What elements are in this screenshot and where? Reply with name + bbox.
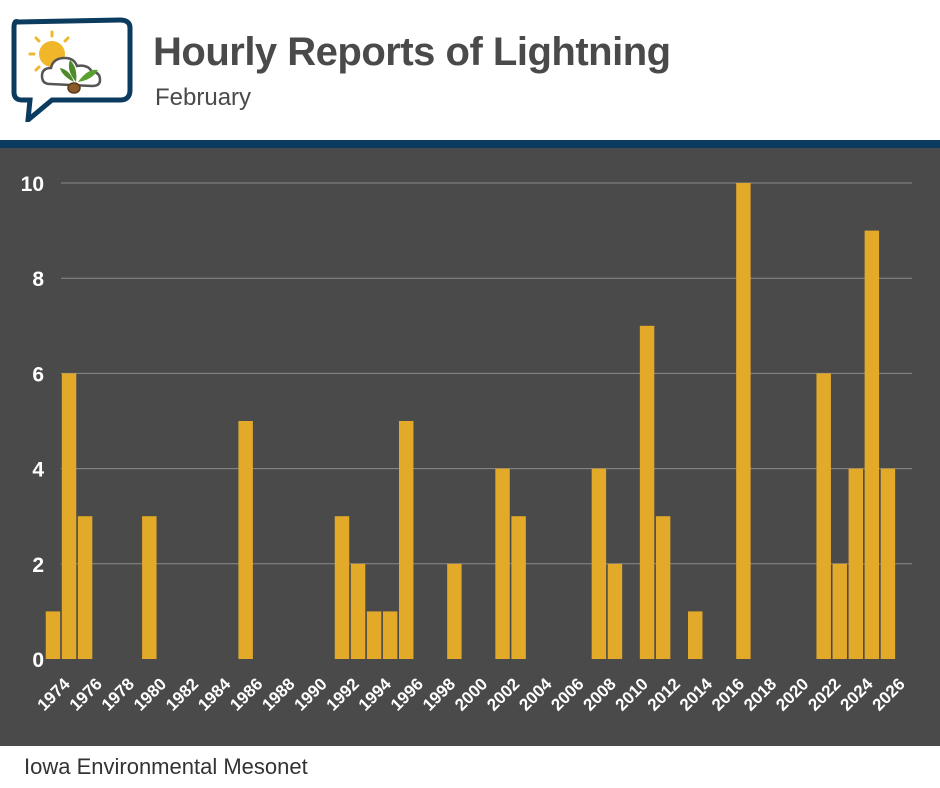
plot-area: 0 2 4 6 8 10 1974 1976 1978 1980 1982 1984 1986 1988 1… (0, 148, 940, 746)
bar (334, 516, 350, 659)
bar (880, 468, 896, 659)
header: Hourly Reports of Lightning February (0, 0, 940, 140)
x-tick-label: 1998 (419, 674, 459, 714)
bar (848, 468, 864, 659)
y-tick-label: 10 (21, 173, 44, 196)
bar (736, 183, 751, 659)
x-tick-label: 2002 (483, 674, 523, 714)
x-tick-label: 2010 (612, 674, 652, 714)
x-tick-label: 2018 (740, 674, 780, 714)
x-tick-label: 1992 (323, 674, 363, 714)
x-tick-label: 2008 (580, 674, 620, 714)
x-tick-label: 1976 (66, 674, 106, 714)
x-tick-label: 2000 (451, 674, 491, 714)
bar (511, 516, 526, 659)
x-tick-label: 1978 (98, 674, 138, 714)
x-tick-label: 2012 (644, 674, 684, 714)
chart-title: Hourly Reports of Lightning (153, 30, 671, 74)
x-tick-label: 2026 (869, 674, 909, 714)
bar (832, 563, 847, 659)
chart-subtitle: February (155, 84, 252, 111)
x-tick-label: 2020 (772, 674, 812, 714)
x-tick-label: 2016 (708, 674, 748, 714)
x-tick-label: 1974 (34, 674, 75, 715)
bar (655, 516, 671, 659)
footer-credit: Iowa Environmental Mesonet (24, 754, 308, 779)
bar (77, 516, 93, 659)
y-tick-label: 0 (32, 649, 44, 672)
x-tick-label: 1990 (291, 674, 331, 714)
bar (816, 373, 831, 659)
bar (45, 611, 61, 659)
bar (495, 468, 510, 659)
bar-chart: 0246810197419761978198019821984198619881… (21, 173, 912, 715)
x-tick-label: 1986 (226, 674, 266, 714)
x-tick-label: 2024 (836, 674, 877, 715)
bar (688, 611, 703, 659)
y-tick-label: 2 (32, 554, 44, 577)
bar (591, 468, 607, 659)
y-tick-label: 6 (32, 363, 44, 386)
x-tick-label: 2006 (547, 674, 587, 714)
bar (382, 611, 398, 659)
bar (864, 230, 880, 659)
header-divider (0, 140, 940, 148)
bar (238, 421, 253, 659)
bar (398, 421, 414, 659)
bar (61, 373, 77, 659)
y-tick-label: 4 (32, 459, 44, 482)
bar (366, 611, 382, 659)
bar (142, 516, 157, 659)
x-tick-label: 1984 (194, 674, 235, 715)
x-tick-label: 2004 (515, 674, 556, 715)
bar (607, 563, 623, 659)
x-tick-label: 1980 (130, 674, 170, 714)
x-tick-label: 1988 (258, 674, 298, 714)
x-tick-label: 2014 (676, 674, 717, 715)
bar (350, 563, 366, 659)
bar (447, 563, 462, 659)
x-tick-label: 2022 (804, 674, 844, 714)
iem-logo-icon (11, 17, 133, 122)
x-tick-label: 1982 (162, 674, 202, 714)
y-tick-label: 8 (32, 268, 44, 291)
x-tick-label: 1996 (387, 674, 427, 714)
bar (639, 325, 655, 659)
x-tick-label: 1994 (355, 674, 396, 715)
